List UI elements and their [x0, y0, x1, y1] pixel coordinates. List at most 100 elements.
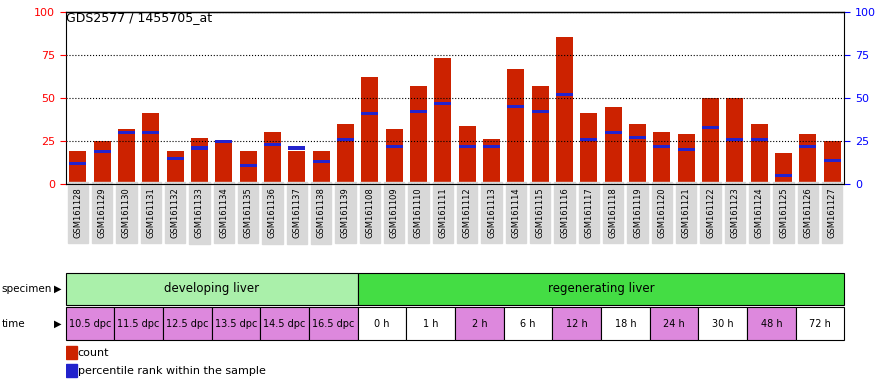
Bar — [800, 145, 816, 148]
Bar — [312, 152, 330, 184]
Bar — [288, 146, 305, 150]
Bar — [66, 273, 358, 305]
Bar — [698, 307, 747, 340]
Bar — [677, 134, 695, 184]
Bar — [94, 141, 110, 184]
Bar — [191, 138, 208, 184]
Bar — [361, 112, 378, 115]
Bar — [66, 346, 77, 359]
Bar — [552, 307, 601, 340]
Text: 12 h: 12 h — [566, 318, 587, 329]
Bar — [556, 93, 573, 96]
Bar — [410, 110, 427, 113]
Bar — [288, 152, 305, 184]
Text: 11.5 dpc: 11.5 dpc — [117, 318, 160, 329]
Bar — [726, 138, 744, 141]
Bar — [800, 134, 816, 184]
Bar — [66, 364, 77, 377]
Bar — [702, 126, 719, 129]
Bar — [605, 131, 622, 134]
Bar — [212, 307, 261, 340]
Bar — [261, 307, 309, 340]
Bar — [458, 145, 476, 148]
Text: 30 h: 30 h — [712, 318, 733, 329]
Bar — [532, 86, 549, 184]
Bar — [580, 138, 598, 141]
Bar — [264, 132, 281, 184]
Bar — [726, 98, 744, 184]
Bar — [118, 129, 135, 184]
Bar — [605, 107, 622, 184]
Text: GDS2577 / 1455705_at: GDS2577 / 1455705_at — [66, 12, 212, 25]
Bar — [654, 145, 670, 148]
Bar — [118, 131, 135, 134]
Text: 72 h: 72 h — [809, 318, 831, 329]
Bar — [240, 152, 256, 184]
Bar — [483, 145, 500, 148]
Bar — [434, 58, 452, 184]
Bar — [507, 105, 524, 108]
Text: 10.5 dpc: 10.5 dpc — [69, 318, 111, 329]
Bar — [94, 150, 110, 153]
Bar — [312, 160, 330, 164]
Bar — [143, 131, 159, 134]
Bar — [629, 124, 646, 184]
Text: regenerating liver: regenerating liver — [548, 283, 654, 295]
Bar — [309, 307, 358, 340]
Text: 16.5 dpc: 16.5 dpc — [312, 318, 354, 329]
Bar — [601, 307, 649, 340]
Bar — [629, 136, 646, 139]
Bar — [69, 162, 87, 165]
Text: 6 h: 6 h — [521, 318, 536, 329]
Bar — [66, 307, 115, 340]
Bar — [751, 138, 767, 141]
Bar — [775, 153, 792, 184]
Text: ▶: ▶ — [53, 318, 61, 329]
Bar — [410, 86, 427, 184]
Bar — [386, 145, 402, 148]
Text: 13.5 dpc: 13.5 dpc — [214, 318, 257, 329]
Bar — [795, 307, 844, 340]
Bar — [483, 139, 500, 184]
Bar — [143, 114, 159, 184]
Bar — [406, 307, 455, 340]
Bar — [166, 152, 184, 184]
Bar — [507, 68, 524, 184]
Bar — [264, 143, 281, 146]
Bar — [677, 148, 695, 151]
Bar — [166, 157, 184, 160]
Text: 18 h: 18 h — [614, 318, 636, 329]
Bar — [358, 273, 844, 305]
Bar — [556, 37, 573, 184]
Text: 2 h: 2 h — [472, 318, 487, 329]
Text: 1 h: 1 h — [423, 318, 438, 329]
Text: 12.5 dpc: 12.5 dpc — [166, 318, 208, 329]
Bar — [215, 141, 233, 184]
Bar — [751, 124, 767, 184]
Text: 0 h: 0 h — [374, 318, 389, 329]
Text: ▶: ▶ — [53, 284, 61, 294]
Bar — [215, 139, 233, 143]
Bar — [649, 307, 698, 340]
Text: time: time — [2, 318, 25, 329]
Text: developing liver: developing liver — [164, 283, 259, 295]
Bar — [455, 307, 504, 340]
Text: specimen: specimen — [2, 284, 52, 294]
Bar — [434, 101, 452, 105]
Text: count: count — [78, 348, 109, 358]
Text: 14.5 dpc: 14.5 dpc — [263, 318, 306, 329]
Text: 24 h: 24 h — [663, 318, 685, 329]
Text: 48 h: 48 h — [760, 318, 782, 329]
Bar — [580, 114, 598, 184]
Bar — [337, 138, 354, 141]
Bar — [386, 129, 402, 184]
Bar — [163, 307, 212, 340]
Bar — [747, 307, 795, 340]
Bar — [361, 77, 378, 184]
Bar — [702, 98, 719, 184]
Bar — [654, 132, 670, 184]
Bar — [191, 146, 208, 150]
Bar — [775, 174, 792, 177]
Text: percentile rank within the sample: percentile rank within the sample — [78, 366, 266, 376]
Bar — [823, 159, 841, 162]
